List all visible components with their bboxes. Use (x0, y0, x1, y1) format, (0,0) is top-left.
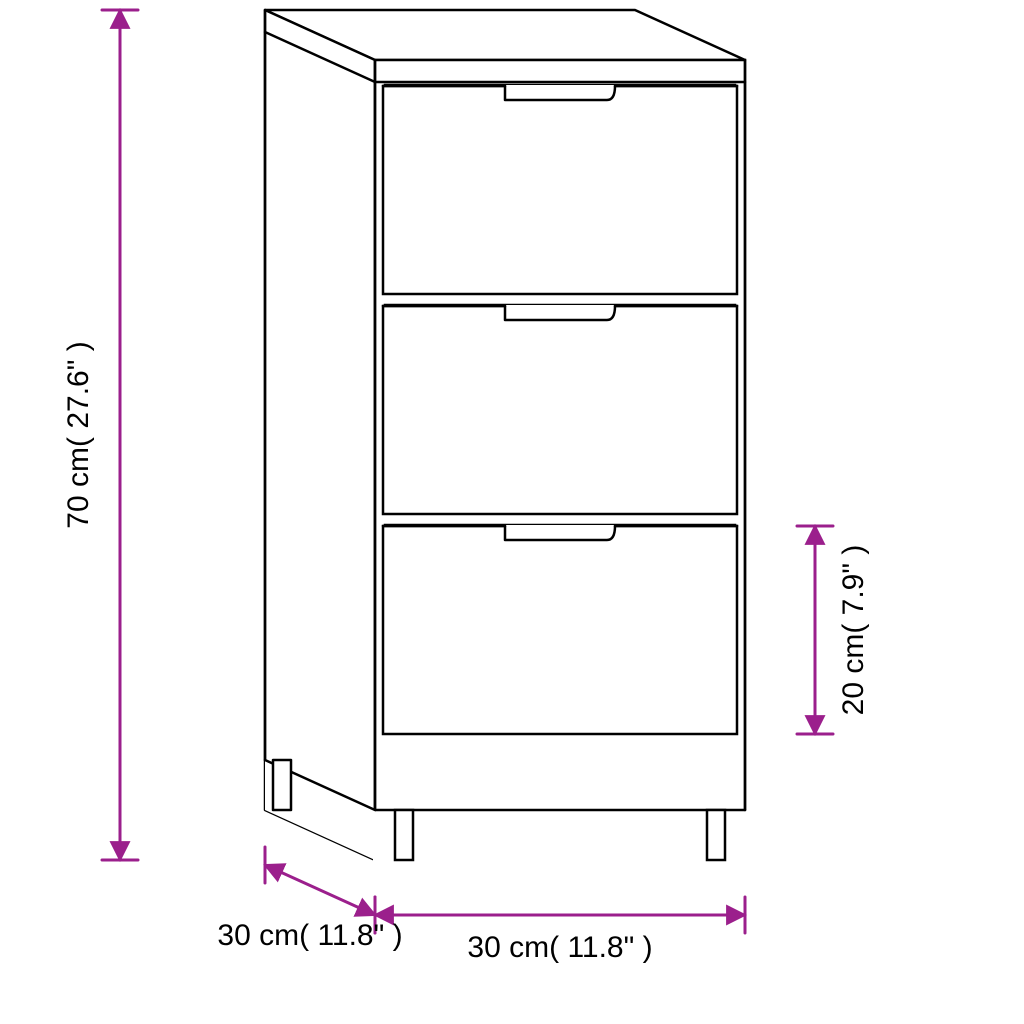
dimension-depth-label: 30 cm( 11.8" ) (217, 919, 402, 952)
dimension-drawer-height-label: 20 cm( 7.9" ) (837, 545, 870, 716)
dimension-height-label: 70 cm( 27.6" ) (62, 341, 95, 528)
dimension-width-label: 30 cm( 11.8" ) (467, 931, 652, 964)
